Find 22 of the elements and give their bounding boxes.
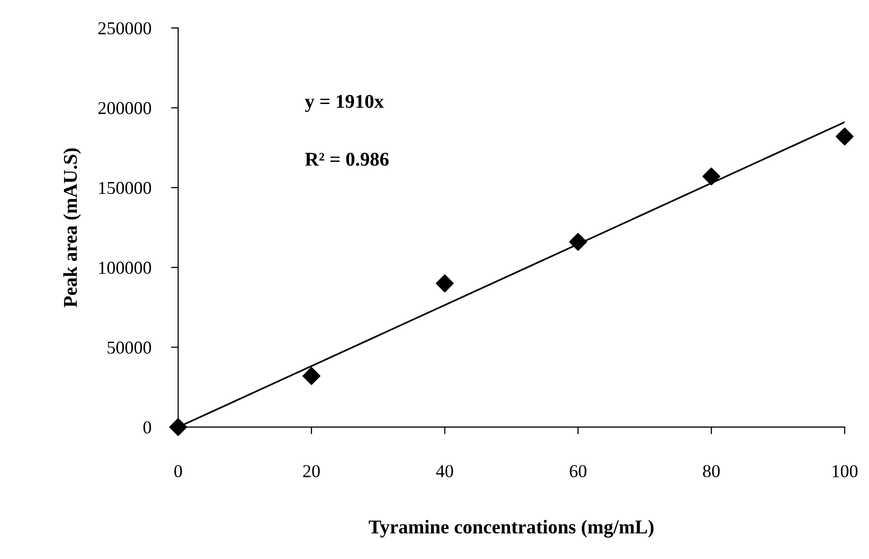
x-tick-label: 60 — [570, 465, 586, 478]
point — [836, 128, 854, 146]
x-tick-label: 20 — [303, 465, 320, 478]
y-tick-label: 0 — [143, 421, 152, 434]
x-axis-title: Tyramine concentrations (mg/mL) — [368, 520, 654, 538]
x-tick-label: 100 — [832, 465, 858, 478]
point — [569, 232, 587, 251]
point — [169, 418, 188, 436]
x-tick-label: 0 — [174, 465, 182, 478]
y-tick-label: 150000 — [99, 182, 152, 194]
annotation: R² = 0.986 — [305, 152, 389, 166]
x-tick-label: 40 — [436, 465, 454, 478]
point — [702, 168, 720, 186]
y-axis-title: Peak area (mAU.S) — [63, 148, 81, 308]
point — [436, 274, 454, 292]
y-tick-label: 200000 — [98, 102, 152, 114]
x-tick-label: 80 — [703, 465, 720, 478]
y-tick-label: 250000 — [98, 22, 152, 34]
y-tick-label: 100000 — [99, 262, 152, 274]
y-tick-label: 50000 — [108, 342, 152, 354]
point — [302, 367, 320, 385]
annotation: y = 1910x — [304, 94, 384, 112]
